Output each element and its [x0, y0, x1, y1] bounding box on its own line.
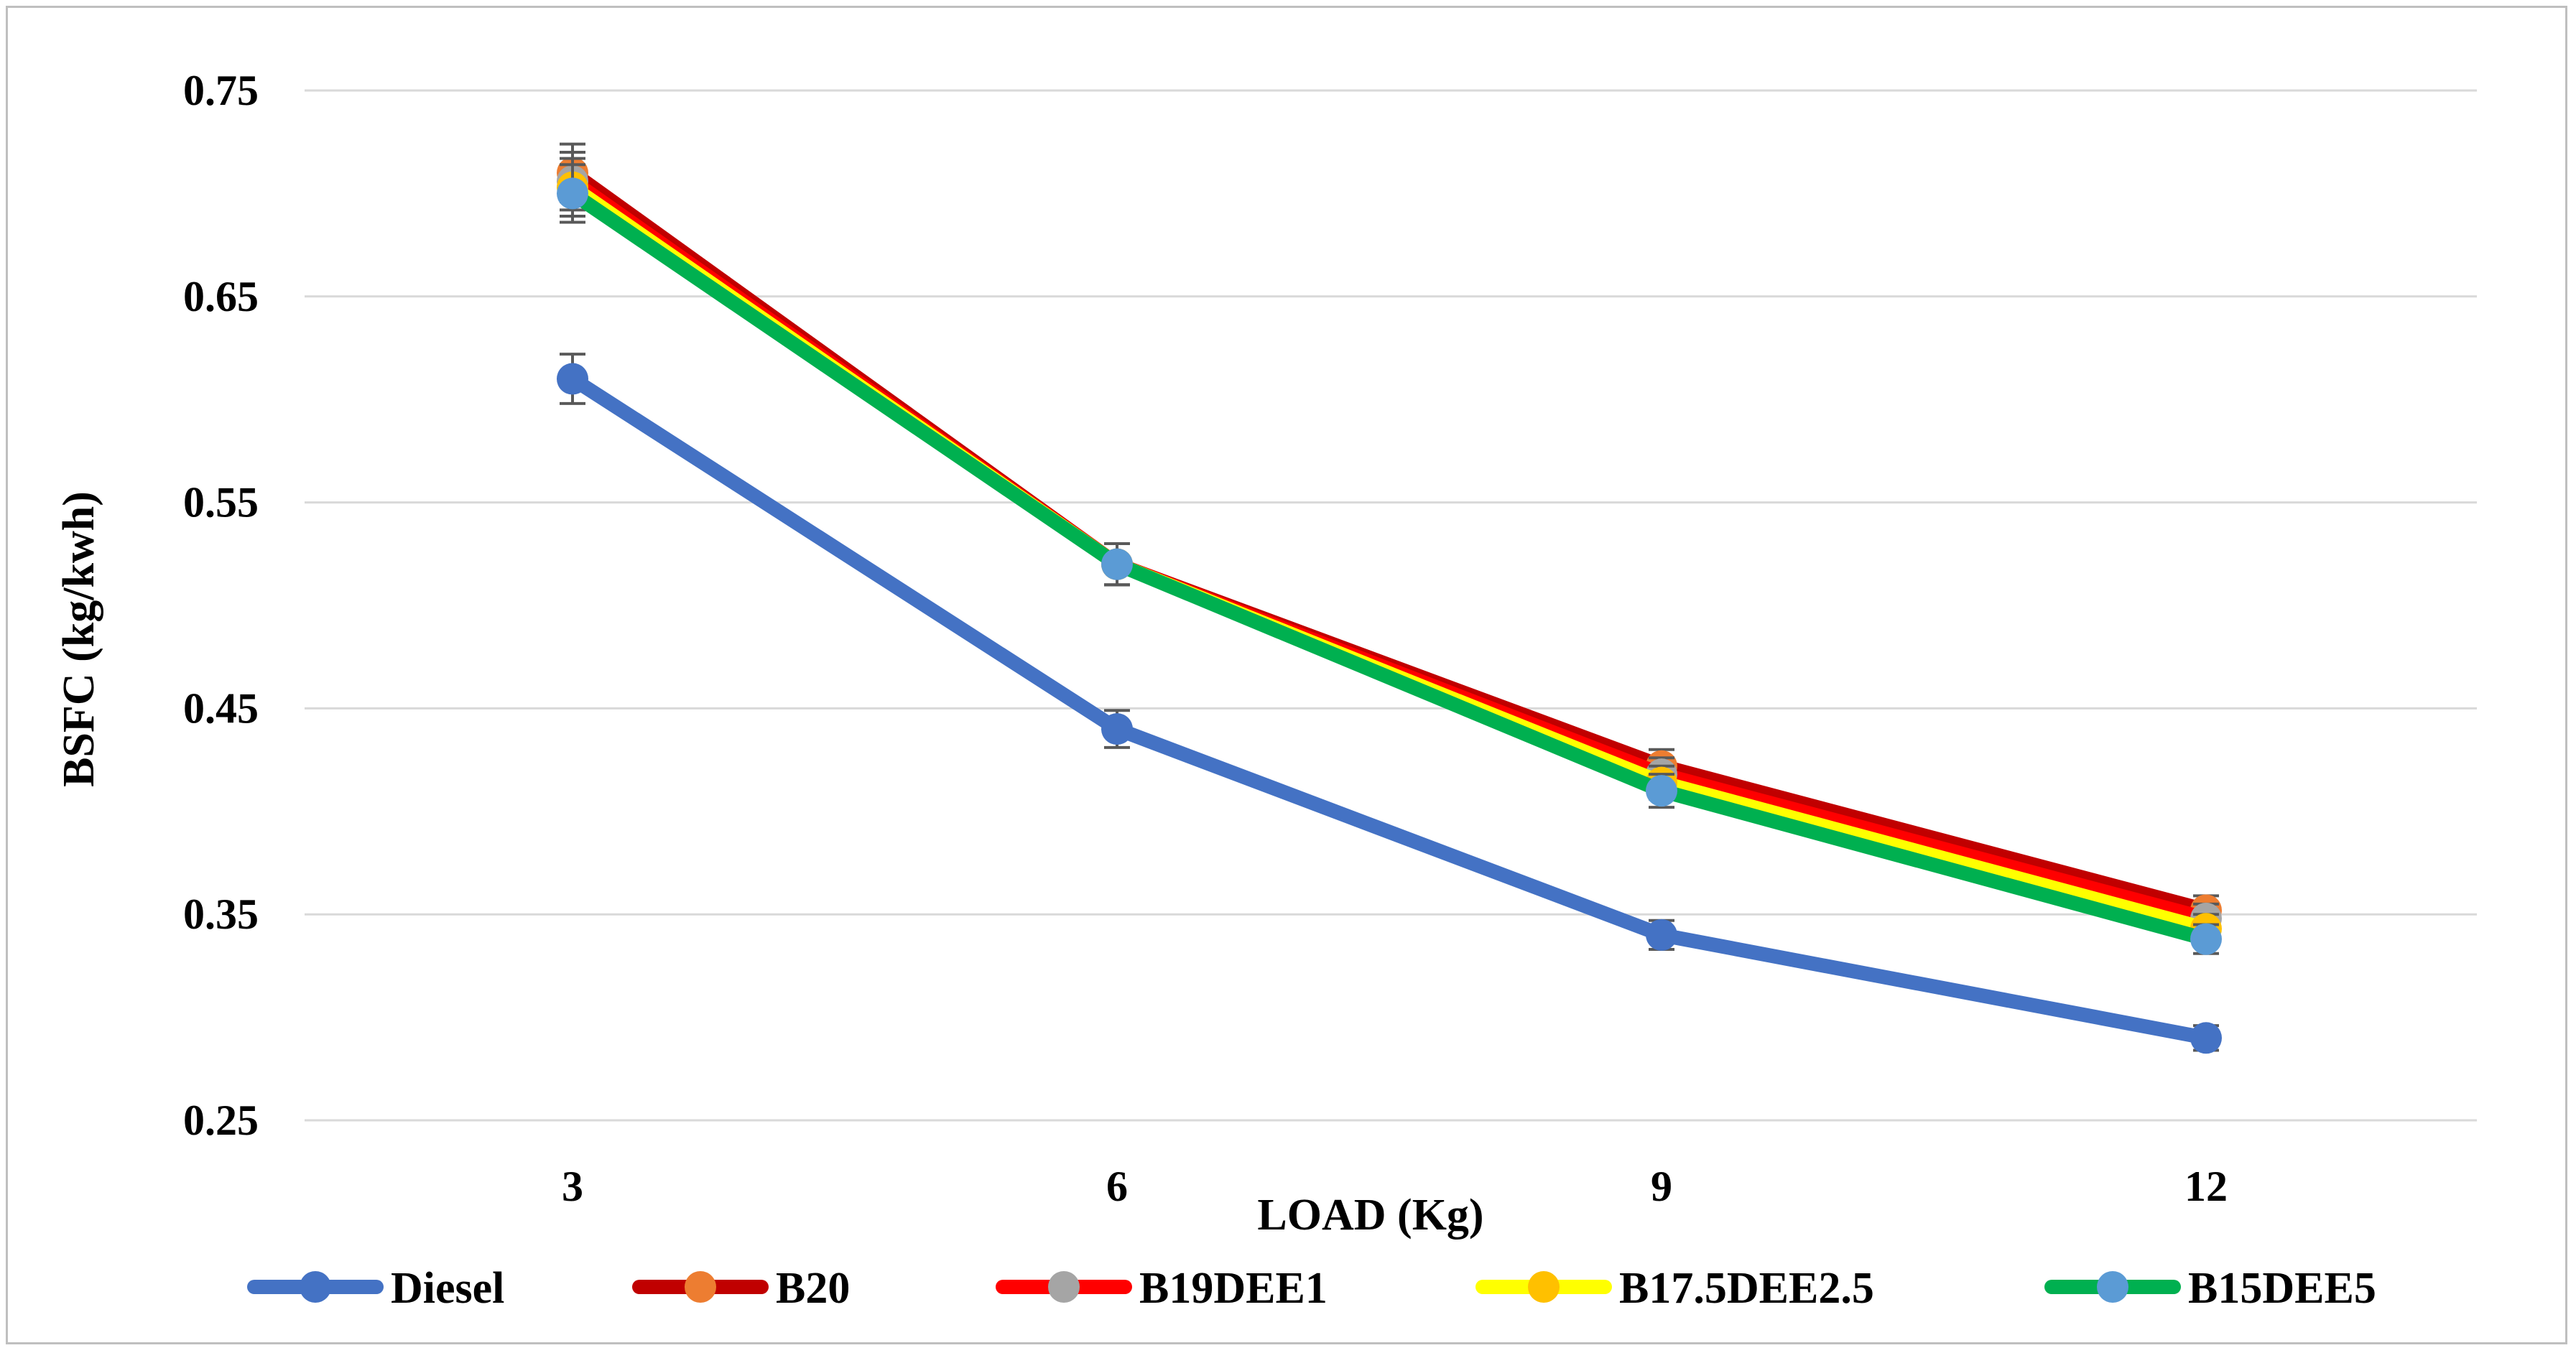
y-tick-label: 0.45 [183, 684, 259, 732]
legend-swatch-marker [2097, 1271, 2128, 1303]
x-tick-label: 3 [562, 1163, 583, 1210]
y-tick-label: 0.55 [183, 479, 259, 526]
legend-label: B19DEE1 [1139, 1264, 1328, 1313]
x-tick-label: 6 [1106, 1163, 1128, 1210]
series-line-B19DEE1 [565, 174, 2213, 926]
legend-label: B15DEE5 [2188, 1264, 2376, 1313]
legend-swatch-marker [1048, 1271, 1080, 1303]
legend-swatch-marker [685, 1271, 716, 1303]
legend-item-B20: B20 [632, 1264, 850, 1313]
legend-label: Diesel [391, 1264, 504, 1313]
series-B15DEE5 [557, 163, 2222, 955]
y-tick-label: 0.65 [183, 273, 259, 320]
y-tick-label: 0.35 [183, 891, 259, 938]
y-tick-label: 0.25 [183, 1097, 259, 1144]
series-line-B15DEE5 [565, 186, 2213, 947]
data-point-B15DEE5-3 [557, 177, 588, 210]
data-point-Diesel-12 [2190, 1022, 2222, 1054]
legend-item-B19DEE1: B19DEE1 [996, 1264, 1328, 1313]
x-axis-ticks: 3 6 9 12 [562, 1163, 2228, 1210]
data-point-B15DEE5-6 [1101, 548, 1133, 580]
chart-frame [6, 6, 2567, 1344]
gridlines [305, 89, 2477, 1122]
series-Diesel [557, 353, 2222, 1054]
y-axis-title: BSFC (kg/kwh) [55, 491, 103, 787]
data-point-Diesel-6 [1101, 713, 1133, 745]
legend-item-B15DEE5: B15DEE5 [2044, 1264, 2376, 1313]
x-tick-label: 12 [2184, 1163, 2228, 1210]
x-axis-title: LOAD (Kg) [1257, 1191, 1483, 1240]
series-line-B17.5DEE2.5 [565, 180, 2213, 936]
y-tick-label: 0.75 [183, 67, 259, 114]
legend-swatch-marker [1528, 1271, 1560, 1303]
legend-item-B17.5DEE2.5: B17.5DEE2.5 [1475, 1264, 1874, 1313]
y-axis-ticks: 0.25 0.35 0.45 0.55 0.65 0.75 [183, 67, 259, 1144]
series-line-Diesel [565, 371, 2213, 1046]
data-point-B15DEE5-9 [1646, 775, 1677, 807]
legend: Diesel B20 B19DEE1 B17.5DEE2.5 B15DEE5 [247, 1264, 2376, 1313]
legend-label: B20 [776, 1264, 850, 1313]
series-group [557, 142, 2222, 1054]
legend-item-Diesel: Diesel [247, 1264, 504, 1313]
series-B19DEE1 [557, 151, 2222, 935]
data-point-B15DEE5-12 [2190, 923, 2222, 955]
legend-label: B17.5DEE2.5 [1619, 1264, 1874, 1313]
data-point-Diesel-9 [1646, 919, 1677, 951]
data-point-Diesel-3 [557, 363, 588, 395]
legend-swatch-marker [300, 1271, 331, 1303]
x-tick-label: 9 [1651, 1163, 1672, 1210]
